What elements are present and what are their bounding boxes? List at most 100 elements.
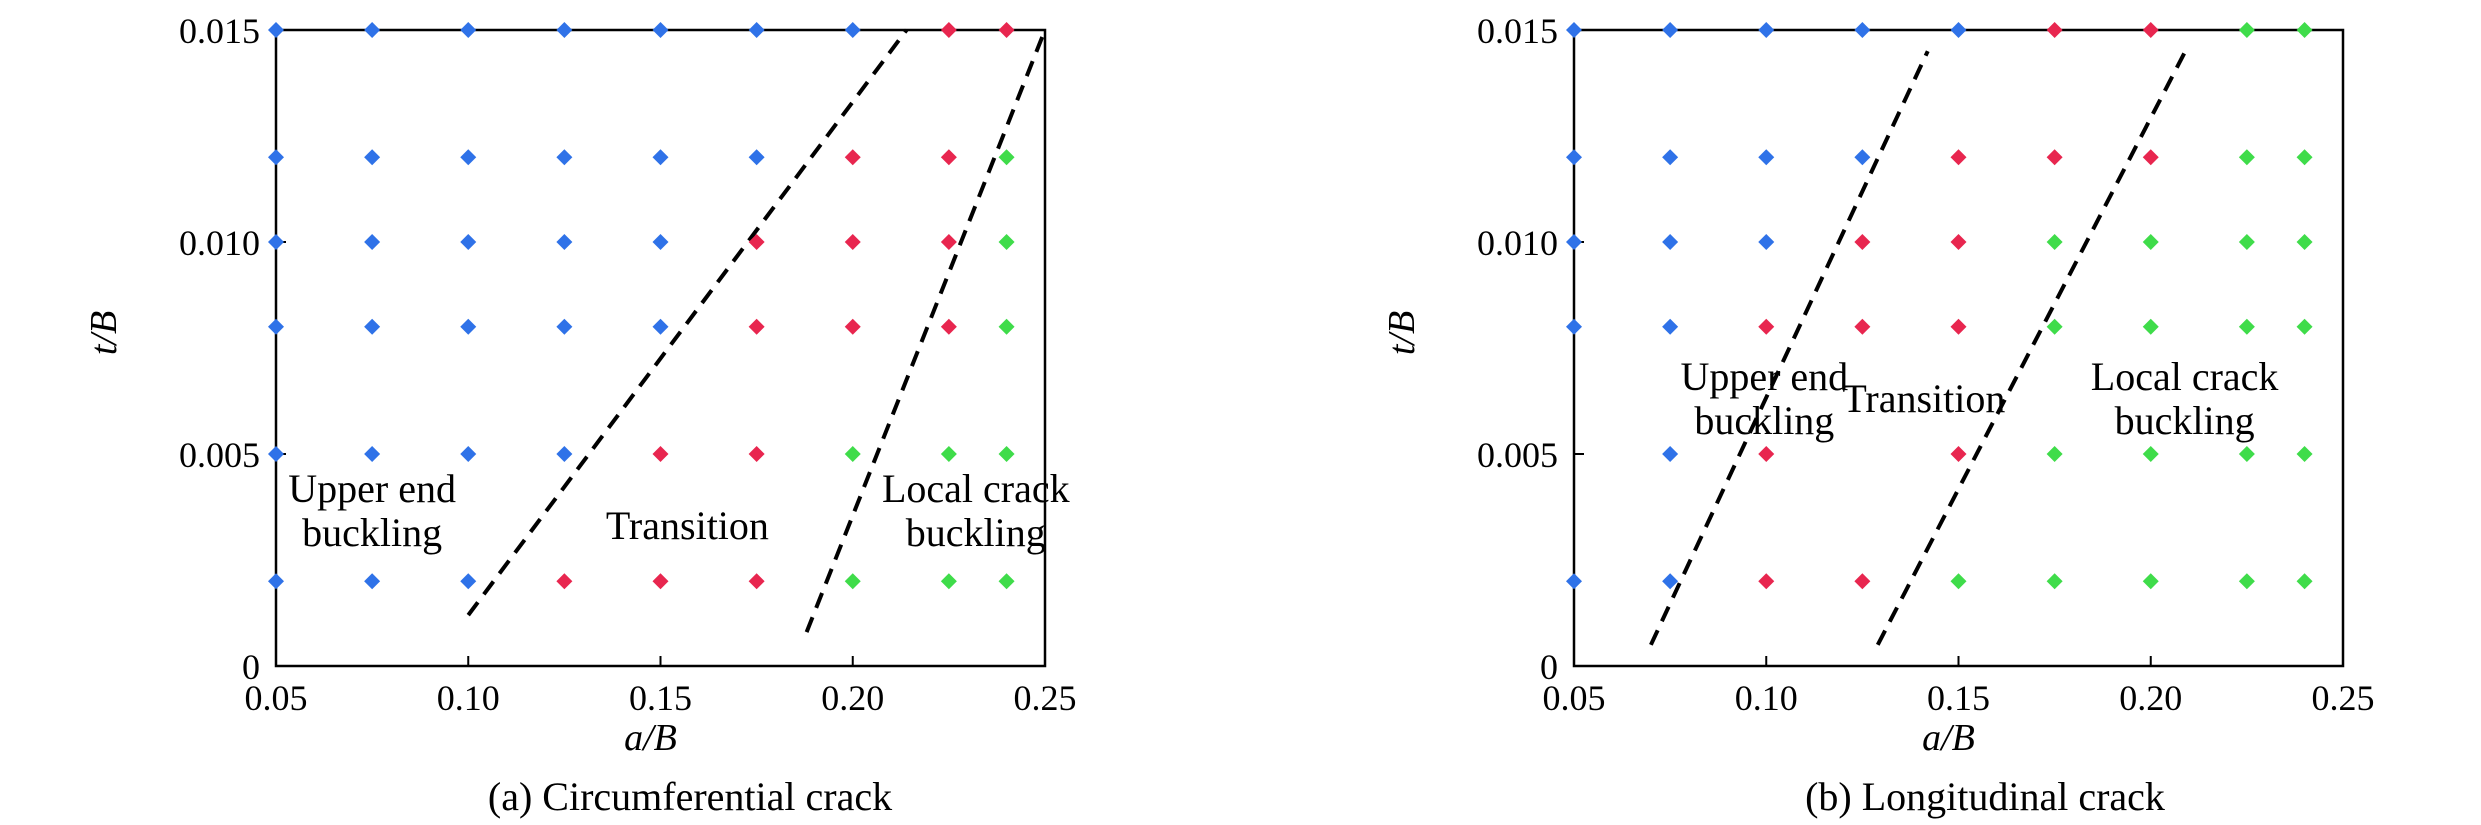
data-point-transition [1854,573,1871,590]
data-point-upper-end-buckling [556,234,573,250]
region-label-line: Transition [1842,376,2005,421]
data-point-upper-end-buckling [1662,318,1679,335]
x-axis-label: a/B [1922,717,1975,759]
region-label-line: buckling [302,510,442,555]
panel-caption: (b) Longitudinal crack [1805,774,2165,819]
data-point-upper-end-buckling [1662,446,1679,462]
region-label-line: buckling [906,510,1046,555]
data-point-upper-end-buckling [652,318,669,335]
data-point-transition [748,318,765,335]
data-point-local-crack-buckling [2296,573,2313,590]
data-point-local-crack-buckling [2142,318,2159,335]
y-tick-label: 0 [1540,647,1558,687]
region-label-line: buckling [1694,398,1834,443]
data-point-local-crack-buckling [2238,318,2255,335]
data-point-transition [1758,446,1775,462]
data-point-upper-end-buckling [460,234,477,250]
regime-boundary-line [804,29,1047,633]
data-point-upper-end-buckling [1950,22,1967,38]
data-point-transition [2142,22,2159,38]
region-label: Transition [1842,376,2005,421]
data-point-upper-end-buckling [1758,149,1775,166]
data-point-upper-end-buckling [1662,234,1679,250]
data-point-transition [1854,234,1871,250]
data-point-upper-end-buckling [268,318,284,335]
y-tick-label: 0.015 [179,11,260,51]
data-point-transition [844,318,861,335]
data-point-upper-end-buckling [748,22,765,38]
data-point-transition [998,22,1015,38]
x-tick-label: 0.10 [1735,678,1798,718]
data-point-upper-end-buckling [364,149,381,166]
data-point-local-crack-buckling [2296,318,2313,335]
y-tick-label: 0 [242,647,260,687]
region-label: Upper end buckling [288,466,456,555]
x-tick-label: 0.10 [437,678,500,718]
data-point-local-crack-buckling [2296,149,2313,166]
data-point-local-crack-buckling [998,446,1015,462]
data-point-local-crack-buckling [2142,446,2159,462]
panel-b-longitudinal-crack: 0.05 0.10 0.15 0.20 0.25 0 0.005 0.010 0.015 a/B t… [1381,11,2375,819]
data-point-upper-end-buckling [364,573,381,590]
data-point-transition [748,573,765,590]
data-point-upper-end-buckling [1662,149,1679,166]
region-label-line: Transition [606,503,769,548]
data-point-local-crack-buckling [2296,22,2313,38]
data-point-local-crack-buckling [2238,446,2255,462]
data-point-upper-end-buckling [268,573,284,590]
data-point-transition [1950,234,1967,250]
data-point-local-crack-buckling [844,446,861,462]
x-tick-label: 0.25 [2312,678,2375,718]
data-point-transition [844,234,861,250]
data-point-local-crack-buckling [998,573,1015,590]
data-point-upper-end-buckling [460,573,477,590]
panel-a-circumferential-crack: 0.05 0.10 0.15 0.20 0.25 0 0.005 0.010 0.015 a/B t… [83,11,1077,819]
data-point-upper-end-buckling [364,22,381,38]
data-point-transition [652,446,669,462]
data-point-upper-end-buckling [844,22,861,38]
data-point-upper-end-buckling [652,22,669,38]
data-point-upper-end-buckling [748,149,765,166]
data-point-upper-end-buckling [556,22,573,38]
region-label-line: buckling [2115,398,2255,443]
region-label-line: Local crack [882,466,1070,511]
data-point-transition [940,318,957,335]
data-point-upper-end-buckling [1854,22,1871,38]
data-point-upper-end-buckling [1566,234,1582,250]
data-point-upper-end-buckling [556,149,573,166]
data-point-local-crack-buckling [2238,149,2255,166]
data-point-transition [748,234,765,250]
data-point-local-crack-buckling [2046,446,2063,462]
regime-boundary-line [1649,50,1930,646]
region-label: Upper end buckling [1680,354,1848,443]
data-point-local-crack-buckling [2046,318,2063,335]
y-tick-label: 0.010 [1477,223,1558,263]
data-point-local-crack-buckling [2046,573,2063,590]
data-point-upper-end-buckling [460,446,477,462]
region-label: Local crack buckling [2091,354,2279,443]
region-label-line: Local crack [2091,354,2279,399]
data-point-upper-end-buckling [1566,573,1582,590]
data-point-transition [652,573,669,590]
panel-caption: (a) Circumferential crack [488,774,892,819]
data-point-transition [2046,22,2063,38]
data-point-transition [1950,446,1967,462]
data-point-upper-end-buckling [1566,149,1582,166]
data-point-transition [556,573,573,590]
data-point-local-crack-buckling [2296,446,2313,462]
data-point-local-crack-buckling [2238,22,2255,38]
data-point-upper-end-buckling [1758,234,1775,250]
y-tick-label: 0.015 [1477,11,1558,51]
data-point-upper-end-buckling [268,22,284,38]
plot-frame [1572,28,2345,668]
region-label-line: Upper end [288,466,456,511]
x-tick-label: 0.15 [1927,678,1990,718]
region-label: Transition [606,503,769,548]
data-point-local-crack-buckling [2142,234,2159,250]
data-point-transition [2046,149,2063,166]
data-point-local-crack-buckling [998,318,1015,335]
x-tick-label: 0.15 [629,678,692,718]
data-point-local-crack-buckling [2238,573,2255,590]
data-point-transition [1950,149,1967,166]
data-point-upper-end-buckling [1662,573,1679,590]
